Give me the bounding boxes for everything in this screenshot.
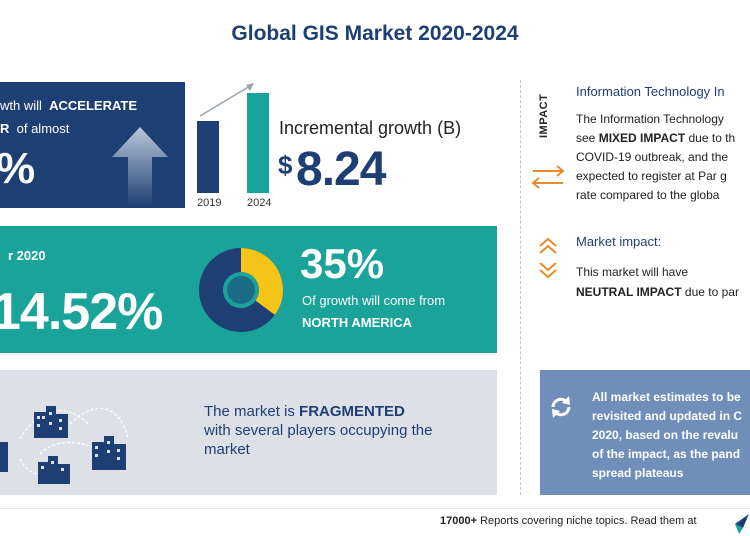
it-impact-title: Information Technology In [576, 84, 725, 99]
market-impact-title: Market impact: [576, 234, 662, 249]
estimates-text: All market estimates to be revisited and… [592, 390, 743, 480]
incremental-growth-value: 8.24 [296, 143, 386, 196]
trend-arrow-icon [199, 83, 254, 117]
yoy-growth-panel: r 2020 14.52% 35% Of growth will come fr… [0, 226, 497, 353]
market-impact-text: This market will have NEUTRAL IMPACT due… [576, 265, 739, 299]
refresh-icon [551, 396, 571, 418]
buildings-network-icon [0, 406, 129, 484]
swap-arrows-icon [531, 165, 565, 189]
yoy-year-label: r 2020 [8, 248, 46, 263]
bar-2019 [197, 121, 219, 193]
region-share-donut-icon [199, 248, 283, 332]
growth-line-1: wth will ACCELERATE [0, 98, 138, 113]
year-label-2019: 2019 [197, 197, 222, 209]
yoy-growth-value: 14.52% [0, 283, 163, 341]
estimates-panel: All market estimates to be revisited and… [540, 370, 750, 495]
growth-acceleration-panel: wth will ACCELERATE R of almost % [0, 82, 185, 208]
vendor-landscape-text: The market is FRAGMENTED with several pl… [204, 403, 433, 458]
region-name: NORTH AMERICA [302, 315, 413, 330]
incremental-growth-label: Incremental growth (B) [279, 118, 462, 138]
growth-rate-value: % [0, 144, 35, 194]
year-label-2024: 2024 [247, 197, 272, 209]
page-title: Global GIS Market 2020-2024 [231, 22, 519, 45]
neutral-arrows-icon [539, 237, 557, 279]
bar-2024 [247, 93, 269, 193]
region-share-value: 35% [300, 240, 385, 287]
sidebar-divider [520, 80, 521, 495]
region-share-text: Of growth will come from [302, 293, 446, 308]
vendor-landscape-panel: The market is FRAGMENTED with several pl… [0, 370, 497, 495]
arrow-up-icon [112, 127, 168, 207]
growth-line-2: R of almost [0, 121, 70, 136]
it-impact-text: The Information Technology see MIXED IMP… [576, 112, 736, 202]
impact-vertical-label: IMPACT [538, 93, 550, 138]
brand-logo-icon [735, 514, 749, 534]
footer-divider [0, 508, 750, 509]
currency-symbol: $ [278, 150, 293, 180]
footer-text: 17000+ Reports covering niche topics. Re… [440, 515, 697, 527]
